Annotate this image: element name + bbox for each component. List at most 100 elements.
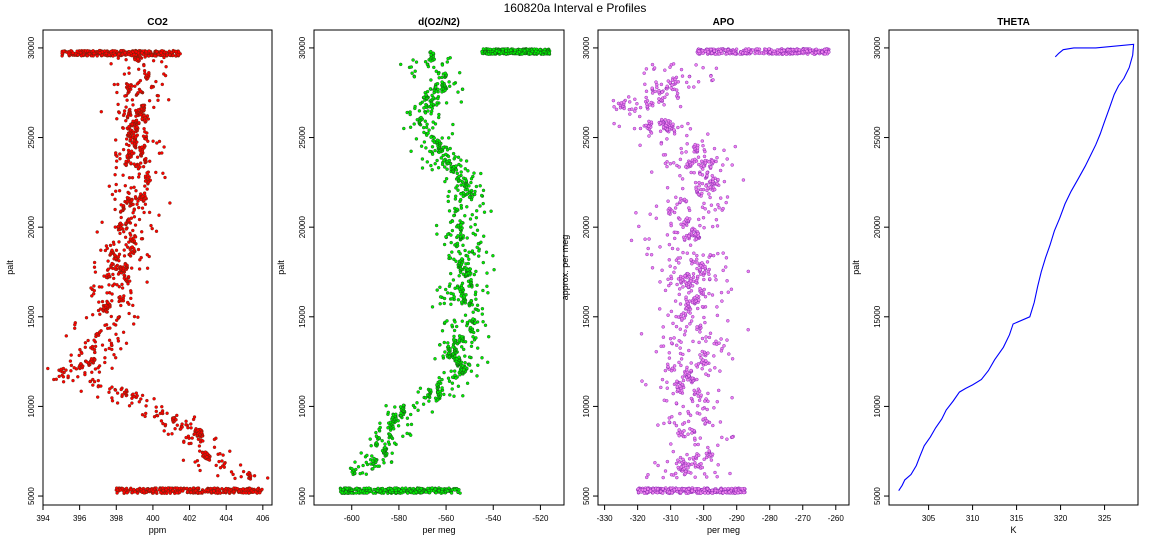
data-point (143, 184, 147, 188)
data-point (247, 470, 251, 475)
data-point (653, 89, 657, 94)
data-point (133, 223, 138, 227)
data-point (776, 50, 780, 55)
data-point (473, 189, 477, 194)
data-point (414, 137, 419, 141)
data-point (168, 201, 172, 205)
data-point (117, 240, 121, 244)
data-point (425, 160, 429, 164)
data-point (344, 490, 348, 494)
data-point (231, 489, 236, 494)
data-point (465, 323, 469, 328)
data-point (64, 334, 69, 338)
y-axis-label: palt (851, 260, 861, 275)
data-point (479, 171, 483, 176)
data-point (152, 397, 156, 401)
x-tick-label: 402 (183, 514, 197, 523)
data-point (438, 285, 442, 289)
data-point (452, 337, 456, 342)
data-point (135, 394, 139, 398)
data-point (450, 381, 455, 385)
data-point (71, 51, 75, 55)
data-point (687, 85, 691, 89)
data-point (472, 171, 476, 175)
data-point (700, 349, 704, 354)
data-point (88, 379, 92, 384)
data-point (448, 393, 452, 397)
data-point (127, 71, 131, 75)
data-point (678, 104, 683, 109)
data-point (468, 267, 472, 271)
data-point (396, 424, 401, 428)
data-point (709, 165, 713, 169)
data-point (78, 50, 83, 55)
data-point (444, 101, 449, 105)
data-point (83, 341, 88, 345)
data-point (114, 165, 119, 170)
data-point (696, 274, 700, 279)
data-point (657, 97, 661, 101)
data-point (686, 490, 690, 494)
data-point (670, 246, 675, 251)
data-point (399, 62, 403, 67)
data-point (701, 358, 705, 362)
data-point (217, 459, 221, 464)
data-point (142, 113, 146, 118)
data-point (64, 368, 68, 372)
data-point (706, 50, 710, 54)
data-point (710, 51, 714, 55)
data-point (677, 487, 681, 491)
data-point (138, 89, 143, 93)
data-point (678, 346, 682, 350)
data-point (147, 49, 151, 53)
data-point (115, 117, 119, 121)
data-point (153, 54, 157, 58)
data-point (164, 487, 168, 492)
data-point (703, 295, 708, 299)
data-point (676, 431, 680, 435)
data-point (660, 377, 665, 382)
data-point (543, 47, 547, 52)
data-point (132, 314, 137, 319)
data-point (489, 209, 493, 213)
x-tick-label: -260 (828, 514, 845, 523)
data-point (433, 161, 437, 166)
data-point (638, 143, 642, 148)
data-point (478, 184, 482, 188)
data-point (700, 336, 705, 341)
data-point (422, 130, 426, 135)
data-point (375, 489, 380, 493)
data-point (428, 87, 433, 91)
data-point (712, 354, 716, 358)
data-point (703, 491, 707, 495)
data-point (381, 458, 385, 462)
data-point (797, 48, 802, 52)
data-point (97, 300, 101, 304)
data-point (463, 248, 467, 253)
data-point (145, 266, 150, 270)
data-point (465, 381, 470, 385)
data-point (124, 341, 129, 345)
data-point (107, 53, 111, 57)
data-point (98, 312, 102, 316)
data-point (129, 266, 134, 270)
data-point (667, 416, 671, 420)
data-point (134, 135, 138, 139)
data-point (122, 248, 126, 252)
data-point (724, 265, 728, 269)
data-point (399, 489, 403, 493)
data-point (646, 487, 650, 491)
data-point (697, 217, 701, 222)
data-point (710, 173, 714, 178)
data-point (658, 129, 663, 134)
data-point (137, 120, 141, 125)
data-point (125, 195, 130, 200)
data-point (663, 68, 667, 72)
data-point (456, 384, 461, 388)
data-point (687, 457, 692, 461)
data-point (456, 155, 461, 160)
data-point (710, 491, 714, 495)
data-point (157, 488, 161, 492)
series-points (46, 48, 270, 495)
data-point (117, 252, 122, 257)
